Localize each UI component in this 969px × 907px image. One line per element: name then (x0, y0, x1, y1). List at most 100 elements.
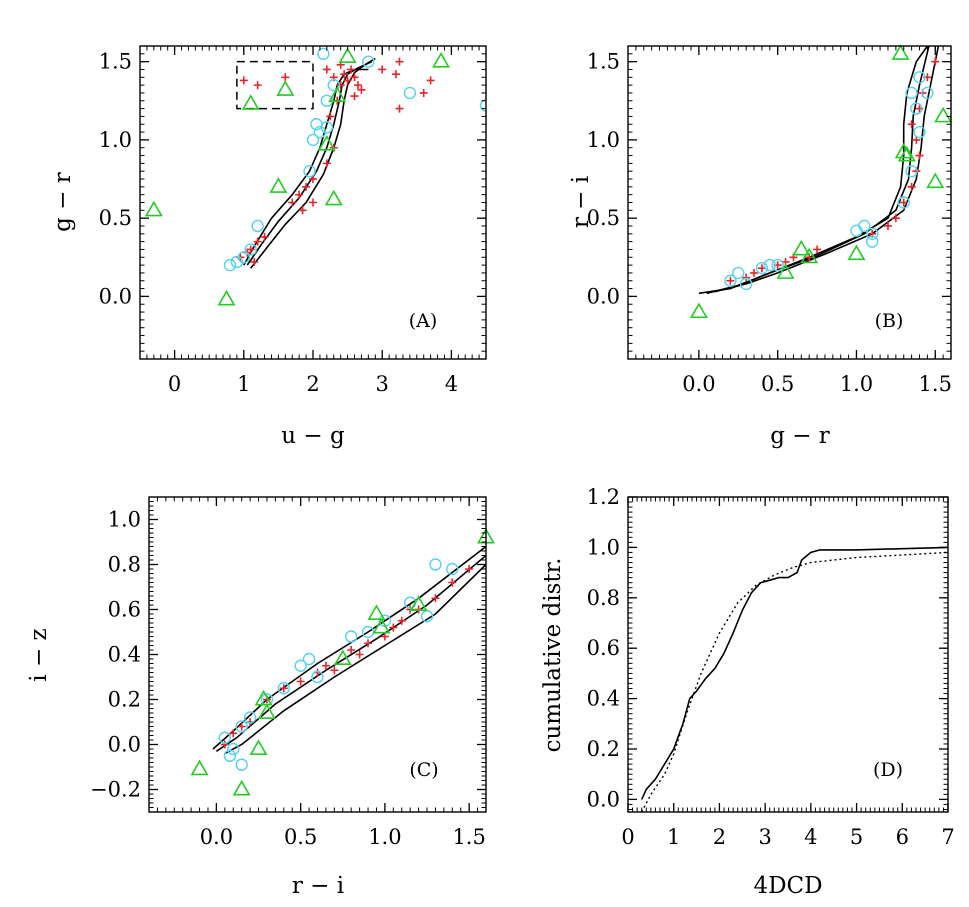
panel-a-x-tick-label: 0 (168, 372, 181, 396)
panel-c-y-tick-label: 0.2 (108, 688, 141, 712)
panel-a-plus-marker (309, 175, 317, 184)
panel-a-x-tick-label: 2 (306, 372, 319, 396)
panel-c-plus-marker (296, 677, 305, 686)
panel-a-clipped-area (223, 47, 486, 272)
panel-c-plus-marker (448, 578, 457, 587)
panel-b-circle-marker (905, 86, 918, 100)
panel-a-x-tick-label: 3 (376, 372, 389, 396)
panel-a-circle-marker (403, 86, 417, 100)
panel-b-x-axis-label: g − r (770, 423, 830, 449)
panel-c-plus-marker (330, 666, 339, 675)
panel-b-plus-marker (907, 182, 916, 191)
panel-a-ticks (139, 45, 487, 360)
panel-a-plus-marker (395, 104, 404, 113)
panel-d-x-tick-label: 0 (621, 825, 634, 849)
panel-d-x-axis-label: 4DCD (753, 873, 822, 899)
panel-b-circle-marker (739, 277, 753, 291)
panel-a-plus-marker (343, 76, 352, 85)
panel-c-y-tick-labels: −0.2 0.0 0.2 0.4 0.6 0.8 1.0 (90, 508, 141, 802)
panel-d-label: (D) (873, 759, 903, 781)
panel-c: 0.0 0.5 1.0 1.5 −0.2 0.0 0.2 0.4 0.6 0.8… (26, 496, 495, 899)
panel-c-triangle-marker (409, 595, 428, 612)
panel-d-x-tick-label: 4 (804, 825, 817, 849)
panel-b-x-tick-label: 0.0 (682, 372, 715, 396)
panel-b-triangle-marker (926, 172, 945, 189)
panel-d-model-curve (641, 551, 948, 812)
panel-a-plus-marker (322, 159, 331, 168)
panel-b-plus-marker (750, 268, 759, 277)
panel-d-x-tick-label: 5 (850, 825, 863, 849)
panel-c-triangle-marker (333, 649, 352, 666)
panel-c-x-tick-label: 0.0 (200, 825, 233, 849)
panel-d-y-tick-label: 1.0 (587, 535, 620, 559)
panel-a-plus-marker (419, 88, 428, 97)
panel-d-y-tick-label: 0.6 (587, 636, 620, 660)
panel-b-plus-marker (915, 151, 924, 160)
panel-c-circle-marker (235, 758, 248, 771)
panel-b-triangle-marker (800, 247, 819, 264)
panel-b-y-tick-label: 0.0 (587, 284, 620, 308)
panel-a-circle-marker (237, 251, 251, 264)
panel-a-plot-content (144, 47, 486, 306)
panel-a-plus-marker (288, 198, 297, 207)
panel-a-plus-marker (357, 85, 366, 94)
panel-a-triangle-marker (276, 80, 295, 96)
panel-b-plus-marker (907, 120, 916, 129)
panel-b-x-tick-label: 0.5 (761, 372, 794, 396)
panel-c-triangle-marker (367, 604, 386, 621)
panel-b-y-tick-labels: 0.0 0.5 1.0 1.5 (587, 50, 620, 309)
panel-d-y-tick-label: 0.0 (587, 787, 620, 811)
panel-c-circle-marker (235, 720, 248, 733)
panel-a-circle-marker (317, 47, 330, 61)
panel-b-y-tick-label: 1.0 (587, 128, 620, 152)
panel-a-plus-marker (353, 81, 362, 90)
panel-c-plus-marker (389, 623, 398, 632)
panel-c-circle-marker (302, 652, 316, 666)
panel-c-x-axis-label: r − i (292, 873, 344, 899)
panel-d-x-tick-label: 7 (941, 825, 954, 849)
panel-c-plus-marker (229, 729, 238, 738)
panel-d-y-axis-label: cumulative distr. (540, 558, 566, 753)
panel-c-triangle-marker (254, 689, 273, 706)
panel-d: 0 1 2 3 4 5 6 7 0.0 0.2 0.4 0.6 0.8 1.0 … (540, 485, 955, 899)
panel-b-circle-marker (732, 266, 745, 280)
panel-a-circle-marker (251, 219, 264, 233)
panel-c-x-tick-label: 0.5 (284, 825, 317, 849)
panel-a-x-tick-labels: 0 1 2 3 4 (168, 372, 458, 396)
panel-d-x-tick-label: 1 (667, 825, 680, 849)
panel-b: 0.0 0.5 1.0 1.5 0.0 0.5 1.0 1.5 g − r r … (568, 44, 953, 449)
panel-b-label: (B) (875, 310, 904, 332)
panel-a-plus-marker (281, 73, 290, 82)
panel-b-triangle-marker (847, 244, 866, 261)
panel-b-y-tick-label: 0.5 (587, 206, 620, 230)
panel-c-plus-marker (279, 684, 288, 693)
panel-b-circle-marker (897, 196, 910, 209)
panel-a-x-axis-label: u − g (281, 423, 345, 449)
panel-b-y-tick-label: 1.5 (587, 50, 620, 74)
panel-a-plus-marker (298, 206, 307, 215)
panel-a-locus-mid (246, 60, 373, 266)
panel-a-circle-marker (327, 78, 340, 92)
panel-c-locus-lower (224, 563, 486, 755)
panel-c-circle-marker (218, 731, 232, 744)
panel-b-circle-marker (763, 258, 777, 272)
panel-c-plus-marker (431, 594, 440, 603)
panel-c-x-tick-labels: 0.0 0.5 1.0 1.5 (200, 825, 486, 849)
panel-b-triangle-marker (776, 263, 795, 279)
panel-c-y-tick-label: 1.0 (108, 508, 141, 532)
panel-c-plus-marker (237, 722, 246, 731)
panel-c-triangle-marker (372, 617, 391, 634)
panel-b-plus-marker (899, 198, 908, 207)
panel-a-triangle-marker (432, 52, 451, 68)
panel-c-circle-marker (227, 742, 240, 756)
panel-a-circle-marker (244, 243, 257, 256)
panel-b-x-tick-labels: 0.0 0.5 1.0 1.5 (682, 372, 952, 396)
panel-a-circle-marker (310, 118, 323, 131)
panel-a-plus-marker (250, 257, 259, 266)
panel-c-plus-marker (380, 632, 389, 641)
panel-b-circle-marker (910, 102, 923, 115)
panel-c-y-tick-label: 0.6 (108, 598, 141, 622)
panel-b-x-tick-label: 1.5 (919, 372, 952, 396)
panel-c-triangle-marker (190, 759, 209, 776)
panel-c-triangle-marker (232, 779, 251, 796)
